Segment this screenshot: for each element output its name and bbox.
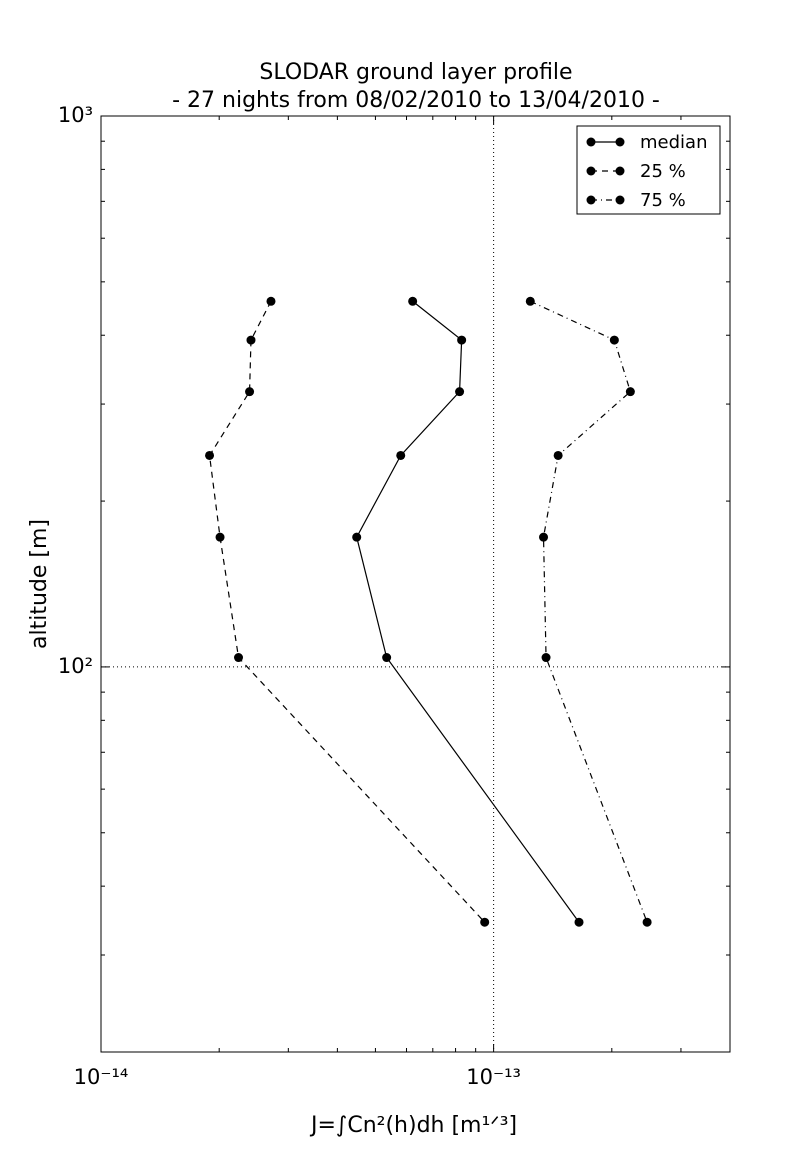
data-point (215, 532, 225, 542)
data-point (205, 450, 215, 460)
data-point (234, 653, 244, 663)
data-point (245, 387, 255, 397)
x-axis-label: J=∫Cn²(h)dh [m¹ᐟ³] (309, 1113, 517, 1138)
legend-marker (615, 137, 625, 147)
data-point (553, 450, 563, 460)
chart-subtitle: - 27 nights from 08/02/2010 to 13/04/201… (172, 88, 660, 113)
legend-label: median (640, 132, 707, 153)
plot-frame (100, 115, 731, 1053)
data-point (539, 532, 549, 542)
data-point (382, 653, 392, 663)
y-tick-label: 10² (58, 654, 93, 678)
legend-marker (615, 195, 625, 205)
legend-marker (586, 195, 596, 205)
data-point (266, 296, 276, 306)
chart-title: SLODAR ground layer profile (259, 60, 572, 85)
legend-marker (586, 137, 596, 147)
data-point (480, 917, 490, 927)
data-point (609, 335, 619, 345)
data-point (625, 387, 635, 397)
data-point (642, 917, 652, 927)
data-point (457, 335, 467, 345)
legend-label: 25 % (640, 161, 686, 182)
x-tick-label: 10⁻¹⁴ (74, 1065, 129, 1089)
data-point (455, 387, 465, 397)
data-point (541, 653, 551, 663)
data-point (352, 532, 362, 542)
x-tick-label: 10⁻¹³ (466, 1065, 521, 1089)
data-point (574, 917, 584, 927)
data-point (246, 335, 256, 345)
y-axis-label: altitude [m] (27, 519, 52, 649)
data-point (525, 296, 535, 306)
legend-marker (615, 166, 625, 176)
legend-marker (586, 166, 596, 176)
data-point (408, 296, 418, 306)
y-tick-label: 10³ (58, 103, 93, 127)
legend-box (576, 125, 721, 215)
legend-label: 75 % (640, 190, 686, 211)
data-point (396, 450, 406, 460)
